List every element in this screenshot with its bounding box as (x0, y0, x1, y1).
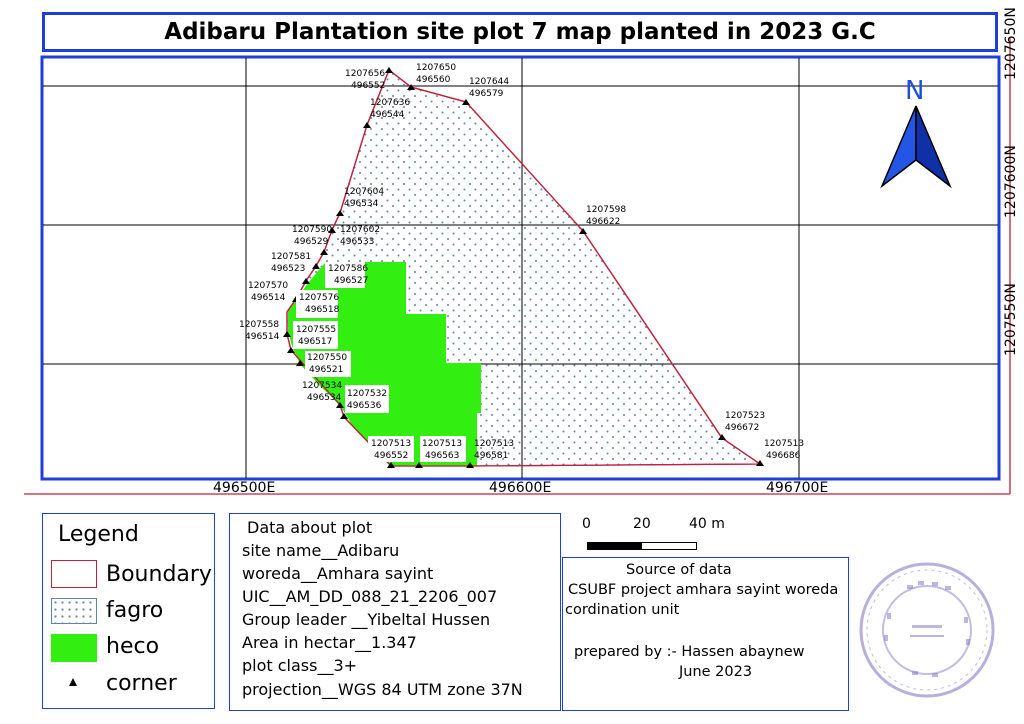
label-boxes (293, 262, 466, 462)
plot-info-panel: Data about plot site name__Adibaru wored… (229, 513, 561, 711)
x-grid-label: 496700E (766, 480, 829, 496)
corner-label: 1207598 496622 (586, 205, 627, 227)
corner-label: 1207550 496521 (307, 353, 348, 375)
source-heading: Source of data (626, 562, 732, 578)
corner-label: 1207513 496563 (422, 439, 463, 461)
legend-label-heco: heco (106, 634, 160, 659)
corner-markers (283, 67, 764, 468)
y-grid-label: 1207600N (1003, 145, 1019, 218)
corner-label: 1207576 496518 (299, 293, 340, 315)
corner-label: 1207586 496527 (328, 264, 369, 286)
corner-label: 1207602 496533 (340, 225, 381, 247)
scale-tick-label: 20 (633, 516, 651, 532)
legend-fagro-swatch (51, 598, 97, 624)
source-line: CSUBF project amhara sayint woreda (568, 582, 839, 598)
prepared-date: June 2023 (679, 664, 753, 680)
corner-label: 1207532 496536 (347, 389, 388, 411)
north-arrow-icon (880, 105, 952, 189)
source-panel: Source of data CSUBF project amhara sayi… (562, 557, 849, 711)
corner-label: 1207650 496560 (416, 63, 457, 85)
plot-info-line: Group leader __Yibeltal Hussen (242, 610, 491, 629)
scale-tick-label: 40 m (689, 516, 725, 532)
corner-label: 1207570 496514 (248, 281, 289, 303)
corner-label: 1207558 496514 (239, 320, 280, 342)
corner-label: 1207590 496529 (292, 225, 333, 247)
legend-title: Legend (58, 522, 139, 547)
x-grid-label: 496500E (213, 480, 276, 496)
outer-red-frame (24, 38, 1011, 495)
legend-label-fagro: fagro (106, 598, 164, 623)
map-title: Adibaru Plantation site plot 7 map plant… (164, 19, 876, 45)
scale-tick-label: 0 (582, 516, 591, 532)
x-grid-label: 496600E (489, 480, 552, 496)
legend-corner-icon (69, 678, 77, 686)
legend-label-boundary: Boundary (106, 562, 212, 587)
legend-label-corner: corner (106, 671, 177, 696)
legend-panel: Legend Boundary fagro heco corner (42, 513, 215, 709)
map-title-box: Adibaru Plantation site plot 7 map plant… (42, 12, 998, 52)
north-label: N (905, 76, 925, 106)
official-stamp-icon (859, 562, 995, 698)
corner-label: 1207513 496552 (371, 439, 412, 461)
legend-boundary-swatch (51, 560, 97, 588)
corner-label: 1207555 496517 (296, 325, 337, 347)
prepared-by: prepared by :- Hassen abaynew (574, 644, 805, 660)
corner-label: 1207523 496672 (725, 411, 766, 433)
plot-info-line: Area in hectar__1.347 (242, 633, 417, 652)
corner-label: 1207534 496534 (302, 381, 343, 403)
corner-label: 1207513 496686 (764, 439, 805, 461)
plot-info-line: UIC__AM_DD_088_21_2206_007 (242, 587, 498, 606)
plot-info-line: projection__WGS 84 UTM zone 37N (242, 680, 523, 699)
plot-info-line: site name__Adibaru (242, 541, 400, 560)
corner-label: 1207644 496579 (469, 77, 510, 99)
plot-info-line: woreda__Amhara sayint (242, 564, 434, 583)
scale-bar-graphic (587, 542, 697, 550)
corner-label: 1207604 496534 (344, 187, 385, 209)
legend-heco-swatch (51, 634, 97, 662)
corner-label: 1207513 496581 (474, 439, 515, 461)
y-grid-label: 1207650N (1003, 7, 1019, 80)
plot-info-line: plot class__3+ (242, 656, 358, 675)
source-line: cordination unit (565, 602, 680, 618)
y-grid-label: 1207550N (1003, 283, 1019, 356)
corner-label: 1207656 496552 (345, 69, 386, 91)
corner-label: 1207636 496544 (370, 98, 411, 120)
plot-info-heading: Data about plot (247, 518, 373, 537)
corner-label: 1207581 496523 (271, 252, 312, 274)
